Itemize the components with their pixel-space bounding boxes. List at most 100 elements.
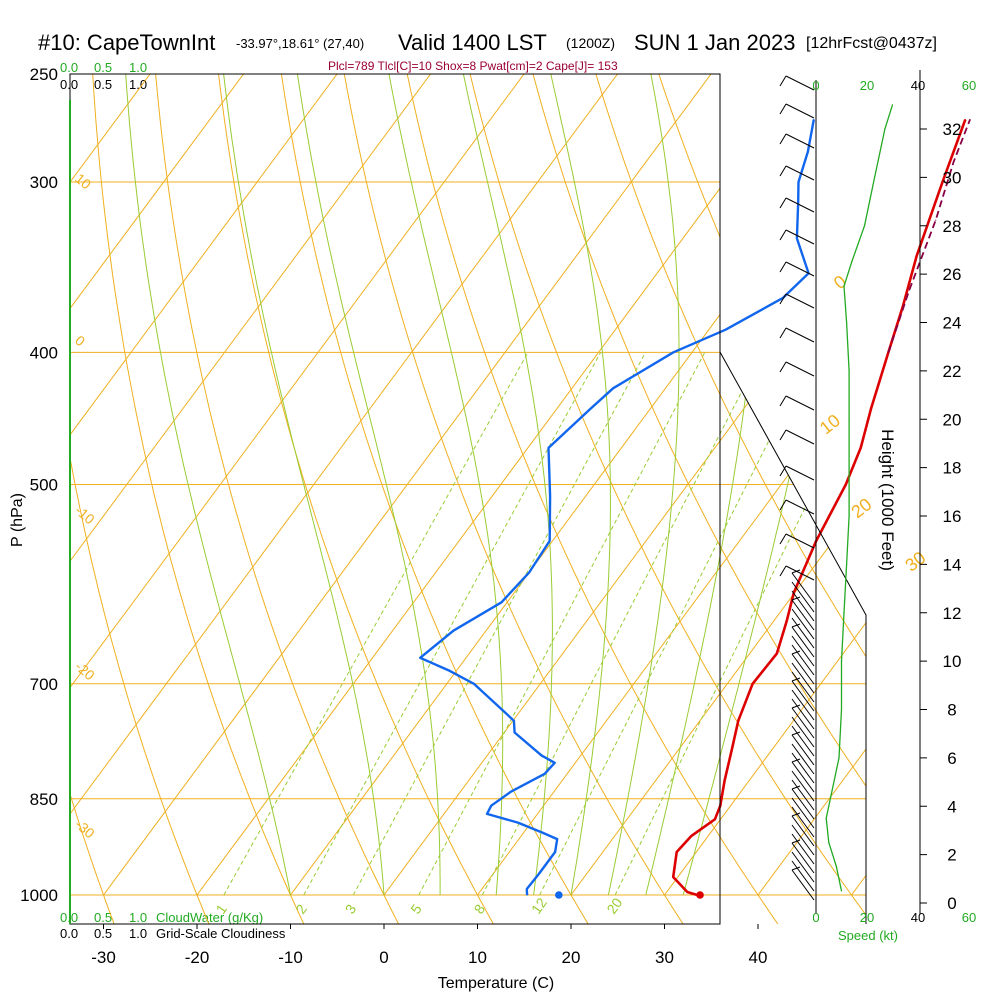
wind-barb [791,752,815,784]
dry-adiabat-line [277,74,589,924]
wind-barb-feather [791,785,801,790]
wind-barb-feather [779,165,787,177]
wind-speed-point [843,285,845,287]
isotherm-line [70,74,155,896]
cloudwater-label: CloudWater (g/Kg) [156,910,263,925]
wind-barb-feather [791,839,801,844]
wind-barb-feather [791,704,801,709]
wind-barb [791,788,815,820]
pressure-tick-label: 300 [30,173,58,192]
cloudwater-tick-top: 0.0 [60,60,78,75]
height-tick-label: 10 [943,652,962,671]
dry-adiabat-line [526,74,866,924]
parcel-point [953,161,955,163]
temperature-point [964,118,966,121]
mixing-ratio-label: 12 [528,895,550,917]
wind-barb [791,716,815,748]
dewpoint-point [528,571,530,573]
wind-barb [785,361,815,377]
temperature-point [941,181,944,183]
isotherm-line [70,74,342,896]
mixing-ratio-label: 3 [342,901,360,917]
wind-barb-feather [779,75,787,87]
moist-adiabat-line [293,74,441,895]
height-tick-label: 22 [943,362,962,381]
wind-speed-point [863,225,866,227]
wind-barb-feather [779,361,787,373]
cloudiness-tick-top: 1.0 [129,77,147,92]
dewpoint-point [513,720,515,722]
cloudwater-tick-bottom: 0.5 [94,910,112,925]
temperature-point [714,818,716,820]
dewpoint-point [554,762,556,764]
cloudwater-tick-bottom: 1.0 [129,910,147,925]
wind-speed-point [848,515,850,517]
cloudiness-tick-bottom: 0.0 [60,926,78,941]
isotherm-label: 10 [816,410,844,438]
dewpoint-point [589,408,592,410]
cloudwater-tick-top: 1.0 [129,60,147,75]
height-tick-label: 28 [943,217,962,236]
height-tick-label: 2 [947,846,956,865]
mixing-ratio-label: 2 [292,901,310,917]
temperature-point [676,851,678,853]
wind-barb [791,797,815,829]
wind-barb [791,644,815,676]
mixing-ratio-line [418,352,706,896]
pressure-tick-label: 850 [30,790,58,809]
dewpoint-point [526,888,528,890]
speed-tick-top: 20 [860,78,874,93]
dry-adiabat-line [153,74,399,924]
wind-barb [785,499,815,515]
wind-barb [791,869,815,901]
wind-barb [785,229,815,245]
wind-speed-point [830,793,832,795]
wind-speed-point [884,128,886,130]
temperature-point [845,483,847,486]
wind-speed-point [846,321,848,324]
mixing-ratio-label: 5 [407,901,425,917]
temp-tick-label: -20 [185,948,210,967]
height-tick-label: 20 [943,410,962,429]
wind-barb [791,824,815,856]
dewpoint-point [544,773,546,775]
station-coords: -33.97°,18.61° (27,40) [236,36,364,51]
height-tick-label: 4 [947,797,956,816]
pressure-tick-label: 400 [30,343,58,362]
dry-adiabat-line [962,50,1000,924]
wind-barb-feather [779,465,787,477]
dewpoint-point [526,894,528,896]
dewpoint-point [807,150,809,153]
dewpoint-point [813,118,815,121]
zulu-time: (1200Z) [566,35,615,51]
dewpoint-point [517,822,519,824]
valid-time: Valid 1400 LST [398,30,547,55]
height-tick-label: 24 [943,314,962,333]
wind-barb [785,165,815,181]
mixing-ratio-line [223,352,529,896]
wind-barb-feather [779,565,787,577]
speed-axis-title: Speed (kt) [838,928,898,943]
moist-adiabat-line [457,74,553,896]
wind-barb [785,103,815,119]
dry-adiabat-line [339,74,684,924]
wind-speed-point [848,418,850,420]
cloudiness-tick-bottom: 1.0 [129,926,147,941]
temperature-point [751,683,754,685]
dewpoint-point [672,351,674,353]
wind-barb [791,590,815,622]
height-tick-label: 8 [947,701,956,720]
isotherm-line [570,74,866,896]
moist-adiabat-line [545,74,611,896]
temp-tick-label: 10 [468,948,487,967]
height-tick-label: 26 [943,265,962,284]
temperature-point [860,447,862,449]
wind-barb-feather [791,677,801,682]
temp-tick-label: 20 [562,948,581,967]
dewpoint-point [725,329,727,331]
cloudwater-tick-top: 0.5 [94,60,112,75]
wind-barb [791,662,815,694]
wind-barb-feather [779,533,787,545]
moist-adiabat-line [682,74,858,896]
